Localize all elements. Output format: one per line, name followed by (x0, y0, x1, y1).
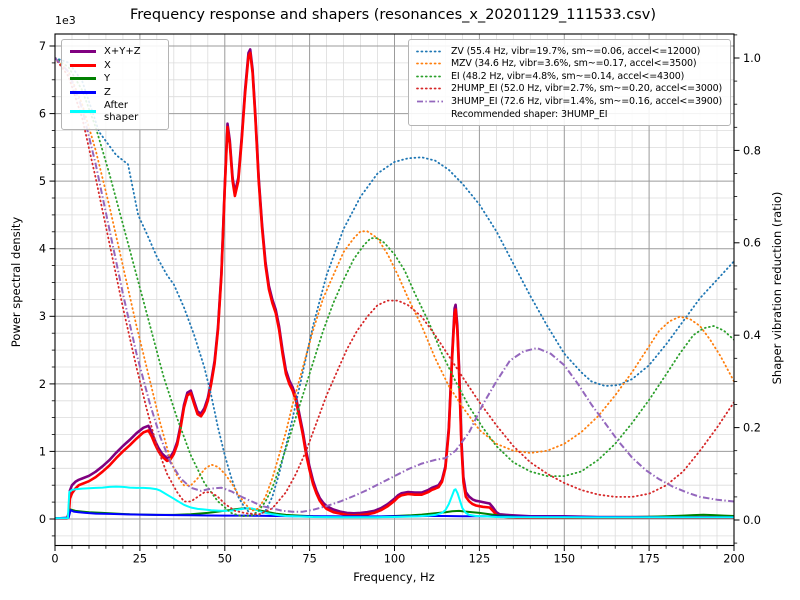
legend-item-label: X+Y+Z (104, 46, 141, 57)
x-tick-label: 25 (133, 553, 147, 566)
legend-item-label: Z (104, 86, 111, 98)
y-left-tick-label: 6 (39, 108, 46, 121)
y-left-tick-label: 1 (39, 445, 46, 458)
legend-item: 2HUMP_EI (52.0 Hz, vibr=2.7%, sm~=0.20, … (416, 83, 722, 94)
x-tick-label: 50 (218, 553, 232, 566)
legend-item: Z (69, 87, 160, 99)
y-left-tick-label: 3 (39, 310, 46, 323)
legend-item-label: 3HUMP_EI (72.6 Hz, vibr=1.4%, sm~=0.16, … (451, 95, 723, 107)
tick-labels-y-right: 0.0 0.2 0.4 0.6 0.8 1.0 (743, 52, 761, 527)
x-axis-label: Frequency, Hz (353, 570, 435, 584)
legend-item-label: ZV (55.4 Hz, vibr=19.7%, sm~=0.06, accel… (451, 45, 701, 57)
legend-line-sample (416, 50, 444, 52)
chart-title: Frequency response and shapers (resonanc… (130, 7, 656, 23)
x-tick-label: 175 (638, 553, 660, 566)
legend-item: Y (69, 73, 160, 85)
x-tick-label: 125 (469, 553, 491, 566)
x-tick-label: 150 (554, 553, 576, 566)
legend-item-label: Y (104, 73, 111, 84)
legend-item: ZV (55.4 Hz, vibr=19.7%, sm~=0.06, accel… (416, 46, 722, 57)
y-left-tick-label: 0 (39, 513, 46, 526)
series-X (55, 51, 734, 520)
y-right-tick-label: 1.0 (743, 52, 761, 65)
x-tick-label: 200 (723, 553, 745, 566)
series-3HUMP-EI (55, 57, 734, 513)
x-tick-label: 75 (302, 553, 316, 566)
y-axis-right-label: Shaper vibration reduction (ratio) (770, 191, 784, 385)
y-left-tick-label: 4 (39, 243, 46, 256)
legend-item: X+Y+Z (69, 46, 160, 58)
y-left-tick-label: 2 (39, 378, 46, 391)
legend-item: MZV (34.6 Hz, vibr=3.6%, sm~=0.17, accel… (416, 58, 722, 69)
legend-item-label: MZV (34.6 Hz, vibr=3.6%, sm~=0.17, accel… (451, 58, 697, 70)
y-right-tick-label: 0.6 (743, 237, 761, 250)
legend-line-sample (70, 50, 96, 54)
legend-line-sample (70, 63, 96, 67)
y-right-tick-label: 0.8 (743, 144, 761, 157)
legend-line-sample (417, 100, 443, 103)
psd-curves (55, 48, 734, 520)
legend-note-spacer (416, 111, 444, 118)
legend-item-label: 2HUMP_EI (52.0 Hz, vibr=2.7%, sm~=0.20, … (451, 83, 723, 95)
y-axis-left-label: Power spectral density (9, 216, 23, 348)
y-axis-offset-text: 1e3 (55, 14, 76, 27)
y-right-tick-label: 0.2 (743, 422, 761, 435)
legend-line-sample (416, 62, 444, 65)
legend-note-row: Recommended shaper: 3HUMP_EI (416, 109, 722, 120)
series-2HUMP-EI (55, 57, 734, 516)
y-right-tick-label: 0.0 (743, 514, 761, 527)
legend-psd: X+Y+Z X Y Z After shaper (61, 39, 169, 130)
tick-labels-y-left: 0 1 2 3 4 5 6 7 (39, 40, 46, 526)
y-left-tick-label: 5 (39, 175, 46, 188)
legend-line-sample (70, 90, 96, 94)
x-tick-label: 100 (384, 553, 406, 566)
recommended-shaper-note: Recommended shaper: 3HUMP_EI (451, 108, 608, 120)
legend-item-label: After shaper (104, 100, 139, 123)
legend-line-sample (416, 87, 444, 90)
y-left-tick-label: 7 (39, 40, 46, 53)
legend-item: EI (48.2 Hz, vibr=4.8%, sm~=0.14, accel<… (416, 71, 722, 82)
legend-item: After shaper (69, 100, 160, 123)
axis-ticks (49, 34, 740, 551)
series-MZV (55, 57, 734, 512)
legend-item: X (69, 60, 160, 72)
legend-shapers: ZV (55.4 Hz, vibr=19.7%, sm~=0.06, accel… (408, 39, 732, 127)
tick-labels-x: 0 25 50 75 100 125 150 175 200 (51, 553, 744, 566)
shaper-curves (55, 57, 734, 518)
legend-item-label: X (104, 59, 111, 71)
legend-item-label: EI (48.2 Hz, vibr=4.8%, sm~=0.14, accel<… (451, 70, 685, 82)
series-EI (55, 57, 734, 518)
legend-item: 3HUMP_EI (72.6 Hz, vibr=1.4%, sm~=0.16, … (416, 96, 722, 107)
legend-line-sample (70, 77, 96, 81)
series-After-shaper (55, 485, 734, 520)
x-tick-label: 0 (51, 553, 58, 566)
legend-line-sample (70, 110, 96, 113)
y-right-tick-label: 0.4 (743, 329, 761, 342)
legend-line-sample (416, 75, 444, 78)
